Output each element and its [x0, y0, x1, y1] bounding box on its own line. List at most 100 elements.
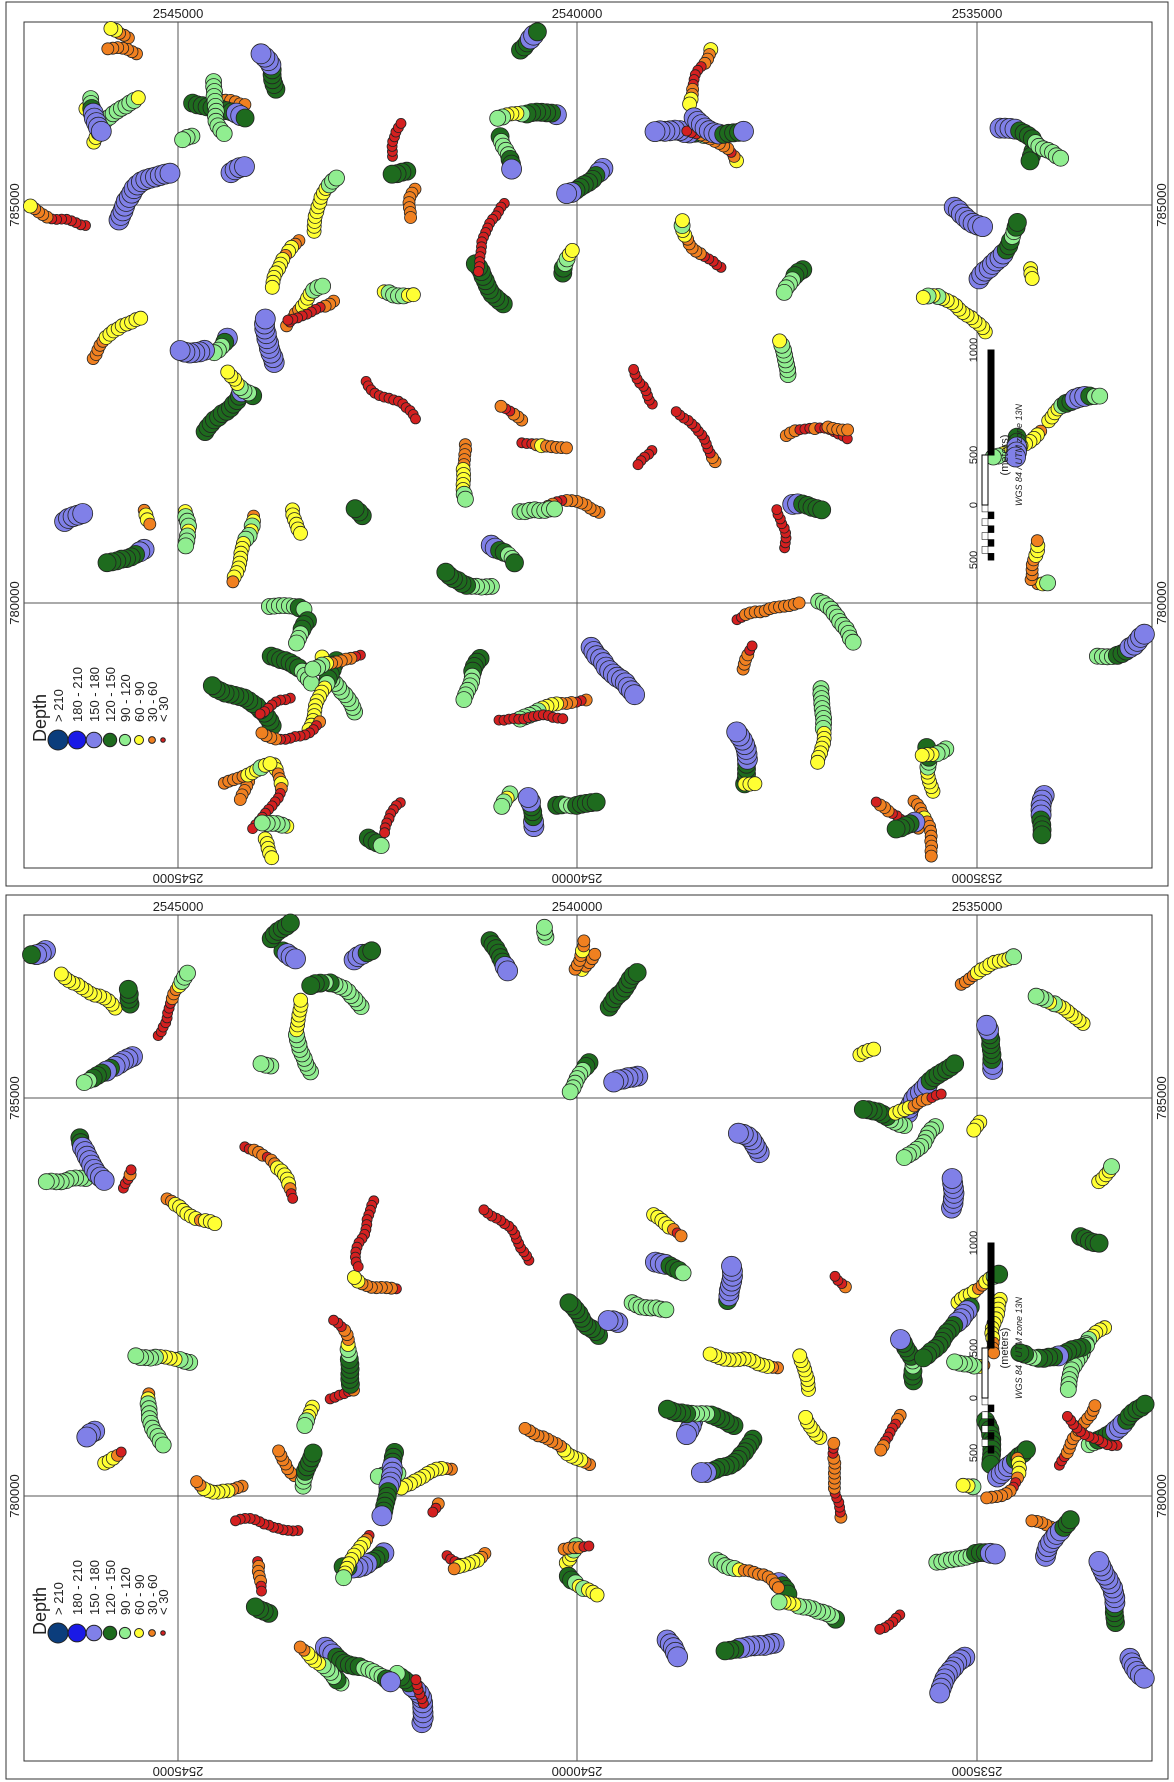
depth-dot	[489, 109, 507, 127]
legend-label: 30 - 60	[145, 1575, 160, 1615]
scale-bar-segment	[981, 518, 989, 526]
depth-dot	[226, 575, 240, 589]
legend-label: 60 - 90	[132, 682, 147, 722]
depth-dot	[546, 500, 563, 518]
legend-title: Depth	[30, 1587, 50, 1635]
scale-label: 500	[968, 1444, 980, 1462]
depth-dot	[314, 277, 332, 295]
depth-dot	[255, 726, 269, 740]
depth-dots	[22, 913, 1155, 1734]
depth-dot	[133, 310, 149, 326]
legend-swatch	[47, 1622, 69, 1644]
depth-dot	[254, 708, 266, 720]
depth-dot	[494, 399, 508, 413]
depth-dot	[733, 120, 754, 142]
depth-dot	[478, 1204, 490, 1216]
left-coord-label: 780000	[7, 581, 22, 624]
depth-dot	[456, 490, 474, 508]
legend-swatch	[85, 731, 103, 749]
depth-dot	[410, 1674, 422, 1686]
top-coord-label: 2540000	[552, 6, 603, 21]
depth-dot	[658, 1399, 677, 1419]
bottom-coord-label: 2535000	[952, 1764, 1003, 1779]
depth-dot	[1025, 1514, 1039, 1528]
depth-dot	[285, 948, 306, 970]
legend-label: 150 - 180	[87, 1560, 102, 1615]
depth-dot	[234, 156, 255, 178]
depth-dot	[97, 553, 117, 573]
scale-label: 0	[968, 502, 980, 508]
depth-dot	[293, 992, 309, 1008]
depth-dot	[304, 660, 322, 678]
scale-label: 0	[968, 1395, 980, 1401]
legend-label: 60 - 90	[132, 1575, 147, 1615]
map-panel: 2545000 2540000 2535000 2545000 2540000 25350…	[5, 894, 1169, 1780]
top-coord-label: 2545000	[153, 899, 204, 914]
scale-bar-segment	[981, 1439, 989, 1447]
depth-dot	[301, 976, 321, 995]
depth-dot	[473, 266, 484, 277]
depth-dot	[447, 1562, 461, 1576]
depth-dot	[681, 125, 693, 137]
depth-dot	[118, 979, 138, 999]
legend-label: 120 - 150	[103, 1560, 118, 1615]
depth-dot	[870, 796, 882, 808]
depth-dot	[179, 964, 196, 982]
depth-dot	[352, 1261, 364, 1273]
depth-dot	[772, 333, 787, 349]
depth-dot	[670, 406, 682, 418]
legend-label: 180 - 210	[70, 1560, 85, 1615]
depth-dot	[272, 1444, 286, 1458]
depth-dot	[627, 963, 647, 982]
legend-label: 90 - 120	[118, 1567, 133, 1615]
legend-label: 150 - 180	[87, 667, 102, 722]
depth-dot	[215, 125, 233, 143]
depth-dot	[72, 503, 94, 524]
depth-dot	[250, 43, 272, 65]
depth-dot	[345, 499, 365, 519]
scale-bar-segment	[981, 532, 989, 540]
depth-dot	[674, 1264, 692, 1282]
depth-dot	[841, 423, 854, 437]
depth-dot	[328, 169, 345, 187]
scale-bar-segment	[981, 1411, 989, 1419]
depth-dot	[1005, 446, 1026, 468]
scale-bar-segment	[987, 1432, 995, 1440]
depth-dot	[564, 242, 580, 258]
depth-dot	[328, 1314, 340, 1326]
scale-bar-segment	[981, 504, 989, 513]
depth-dot	[955, 1477, 971, 1493]
legend-label: > 210	[51, 689, 66, 722]
legend-swatch	[118, 1626, 132, 1640]
scale-bar-segment	[981, 1397, 989, 1406]
depth-dot	[675, 213, 690, 229]
depth-dot	[1052, 149, 1069, 167]
scale-bar-segment	[987, 539, 995, 547]
depth-dot	[1005, 948, 1022, 966]
scale-bar-segment	[987, 525, 995, 533]
depth-dot	[177, 537, 195, 555]
depth-dot	[586, 792, 606, 812]
legend-label: 90 - 120	[118, 674, 133, 722]
depth-dot	[966, 1122, 982, 1138]
depth-dot	[372, 837, 390, 854]
scale-label: 500	[968, 1339, 980, 1357]
depth-dot	[924, 849, 938, 863]
depth-dot	[1062, 1411, 1073, 1422]
scale-bar-segment	[981, 1425, 989, 1433]
depth-dot	[895, 1149, 913, 1167]
depth-dot	[303, 1443, 323, 1463]
legend-label: < 30	[156, 696, 171, 722]
scale-bar-segment	[987, 1418, 995, 1426]
depth-dot	[1135, 1394, 1155, 1414]
scale-unit: (meters)	[999, 1328, 1011, 1369]
right-coord-label: 780000	[1154, 1474, 1169, 1517]
depth-dot	[455, 691, 473, 708]
depth-dot	[169, 340, 191, 361]
depth-dot	[252, 1055, 270, 1073]
depth-dot	[143, 517, 157, 531]
depth-dot	[501, 158, 523, 180]
depth-dot	[628, 363, 639, 375]
legend-label: < 30	[156, 1589, 171, 1615]
depth-dot	[22, 945, 41, 965]
